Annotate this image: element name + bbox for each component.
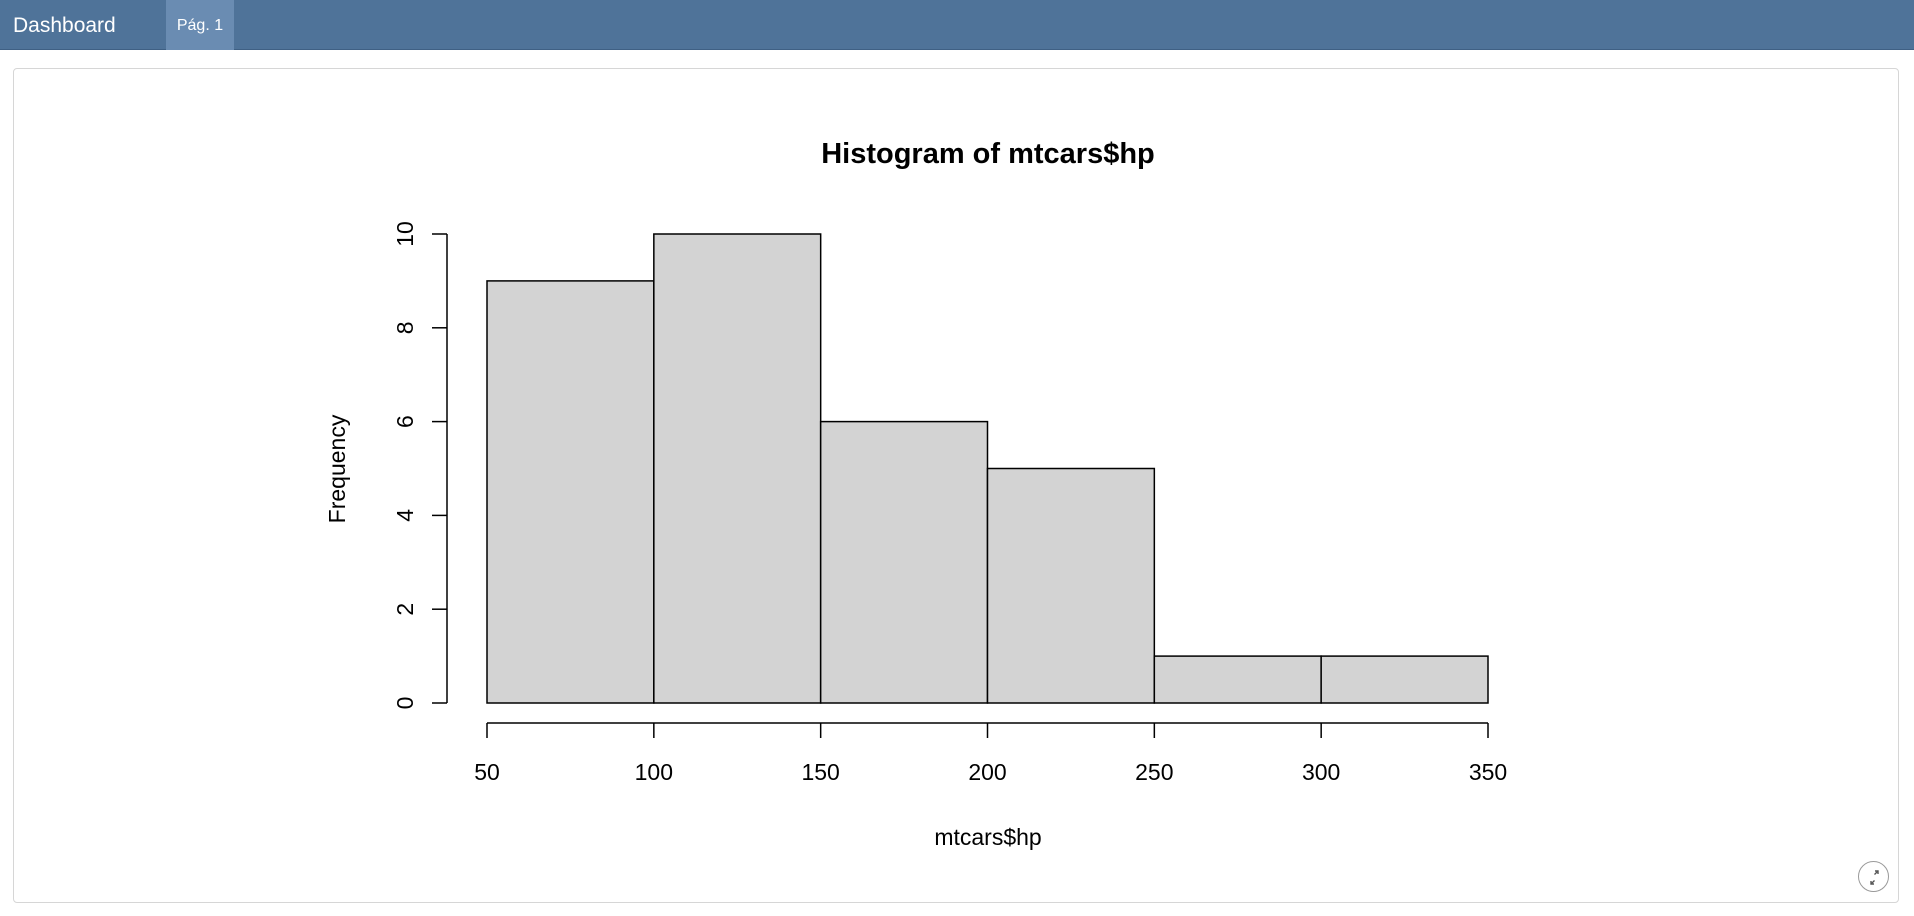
histogram-bar (819, 420, 989, 704)
chart-title: Histogram of mtcars$hp (821, 138, 1155, 170)
x-tick-label: 250 (1135, 759, 1173, 785)
navbar: Dashboard Pág. 1 (0, 0, 1914, 50)
y-tick-label: 8 (392, 321, 418, 334)
x-axis: 50 100 150 200 250 300 350 (474, 722, 1507, 785)
brand-title[interactable]: Dashboard (13, 14, 116, 37)
x-tick-label: 200 (968, 759, 1006, 785)
y-axis-label: Frequency (324, 414, 350, 523)
y-tick-label: 2 (392, 603, 418, 616)
histogram-bar (653, 233, 822, 704)
expand-icon (1870, 870, 1879, 885)
x-tick-label: 150 (801, 759, 839, 785)
expand-button[interactable] (1858, 861, 1889, 892)
y-tick-label: 4 (392, 509, 418, 522)
bars-group (486, 233, 1489, 704)
tab-page-1[interactable]: Pág. 1 (166, 0, 234, 50)
x-tick-label: 350 (1469, 759, 1507, 785)
histogram-bar (1320, 655, 1489, 704)
histogram-bar (1153, 655, 1322, 704)
y-tick-label: 10 (392, 221, 418, 247)
x-tick-label: 100 (635, 759, 673, 785)
histogram-bar (986, 467, 1156, 704)
y-tick-label: 6 (392, 415, 418, 428)
histogram-bar (486, 280, 655, 704)
x-tick-label: 300 (1302, 759, 1340, 785)
x-axis-label: mtcars$hp (934, 824, 1041, 850)
x-tick-label: 50 (474, 759, 500, 785)
y-axis: 0 2 4 6 8 10 (392, 221, 448, 710)
y-tick-label: 0 (392, 697, 418, 710)
